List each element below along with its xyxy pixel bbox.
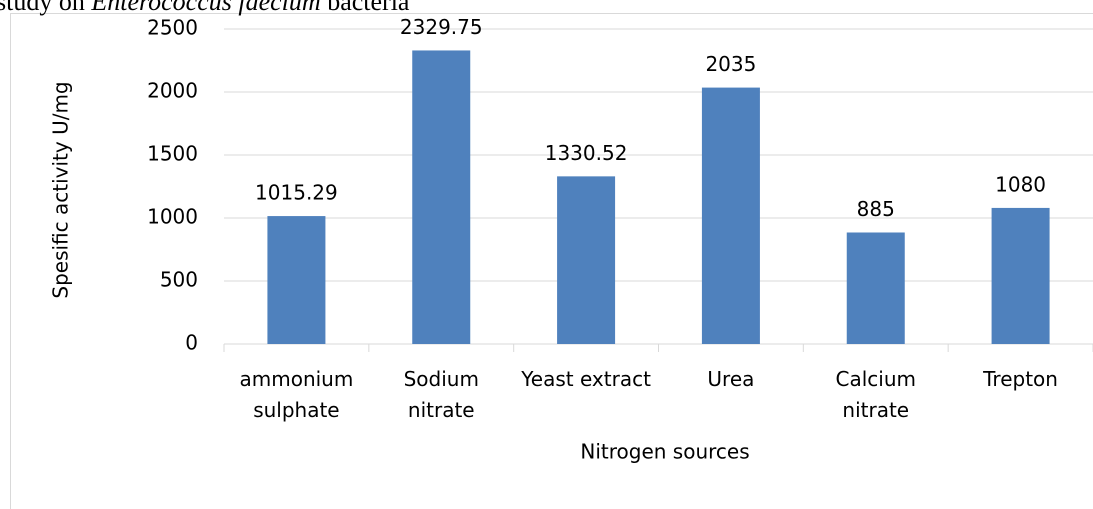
y-tick-label: 0: [185, 331, 198, 355]
y-tick-label: 2500: [147, 16, 198, 40]
y-tick-label: 2000: [147, 79, 198, 103]
bar: [412, 50, 471, 344]
x-tick-label-line: Yeast extract: [520, 367, 651, 391]
x-tick-label-line: Calcium: [836, 367, 917, 391]
caption-part: Enterococcus faecium: [90, 0, 320, 16]
x-tick-label-line: ammonium: [239, 367, 353, 391]
x-tick-label-line: sulphate: [253, 398, 339, 422]
x-tick-label-line: Sodium: [404, 367, 479, 391]
x-tick-label: Yeast extract: [520, 367, 651, 391]
x-tick-label: Sodium nitrate: [404, 367, 479, 422]
data-label: 2329.75: [400, 15, 483, 39]
x-tick-label: Urea: [707, 367, 754, 391]
data-label: 1330.52: [545, 141, 628, 165]
x-tick-label-line: Trepton: [982, 367, 1058, 391]
caption-part: study on: [0, 0, 91, 16]
bar: [991, 207, 1050, 344]
x-tick-label: ammonium sulphate: [239, 367, 353, 422]
bar: [267, 216, 326, 344]
data-label: 885: [857, 197, 895, 221]
x-tick-label: Calcium nitrate: [836, 367, 917, 422]
y-tick-label: 500: [160, 268, 198, 292]
x-tick-label-line: nitrate: [408, 398, 475, 422]
x-tick-label-line: Urea: [707, 367, 754, 391]
data-label: 2035: [705, 52, 756, 76]
y-tick-label: 1500: [147, 142, 198, 166]
y-tick-label: 1000: [147, 205, 198, 229]
bar: [846, 232, 905, 344]
data-label: 1080: [995, 172, 1046, 196]
bar: [701, 87, 760, 344]
bar: [557, 176, 616, 344]
data-label: 1015.29: [255, 181, 338, 205]
x-tick-label-line: nitrate: [842, 398, 909, 422]
x-axis-label: Nitrogen sources: [580, 440, 749, 464]
caption: study on Enterococcus faecium bacteria: [0, 0, 410, 16]
caption-part: bacteria: [321, 0, 410, 16]
x-tick-label: Trepton: [982, 367, 1058, 391]
y-axis-label: Spesific activity U/mg: [49, 81, 73, 298]
